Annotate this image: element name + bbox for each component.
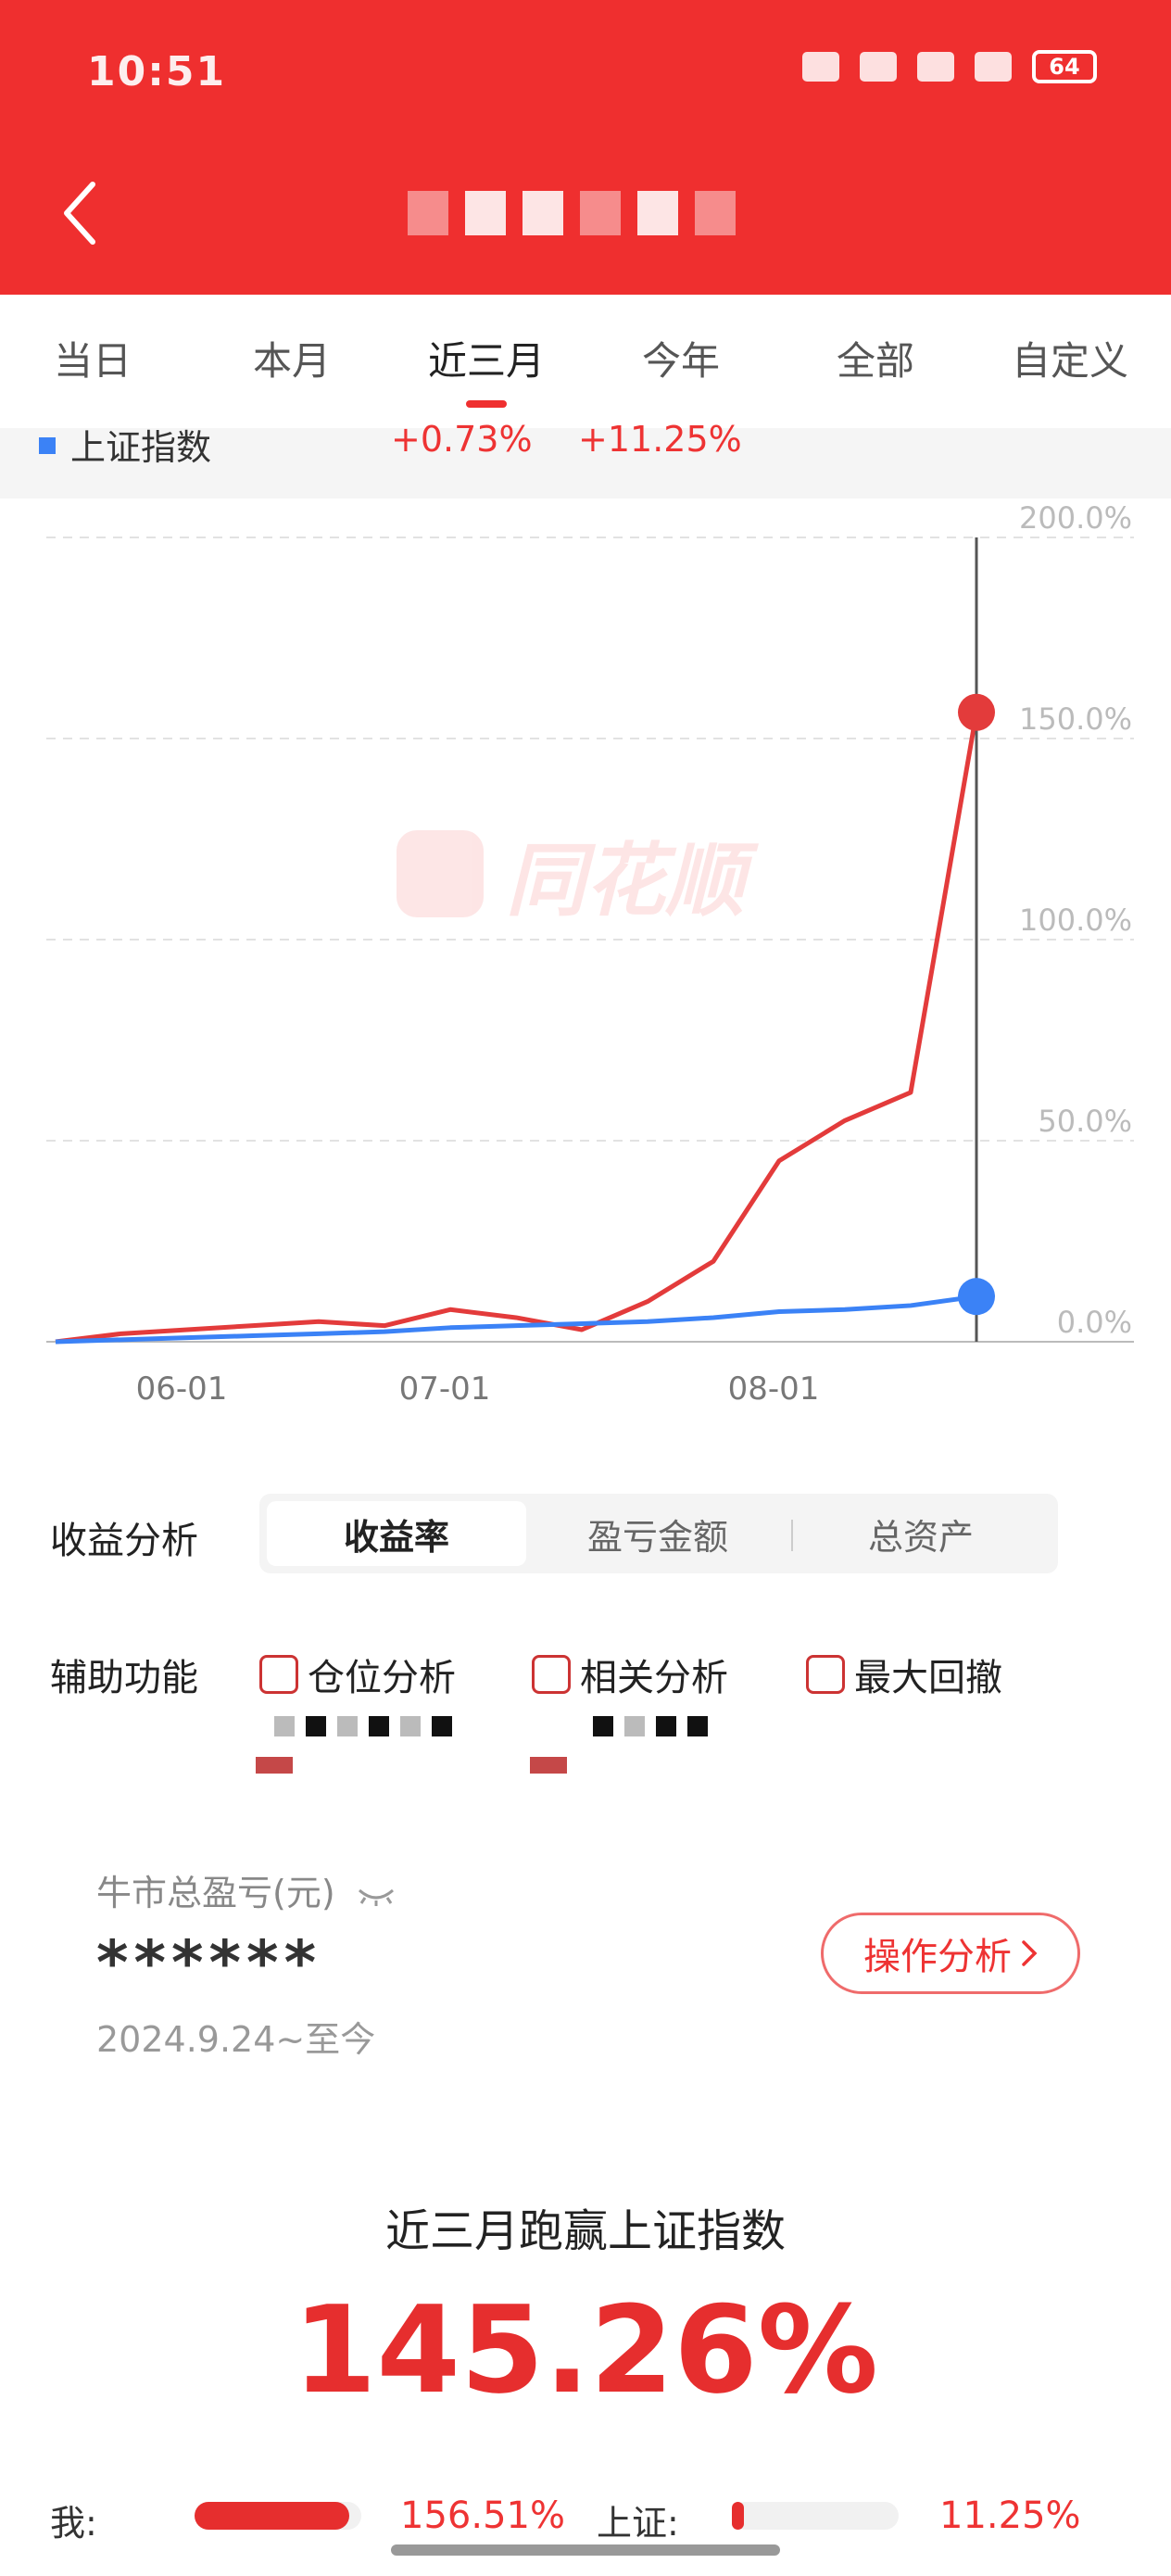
aux-option-label: 相关分析 — [580, 1657, 728, 1699]
redacted-block — [637, 191, 678, 235]
app-header: 10:51 64 — [0, 0, 1171, 295]
tab-this-year[interactable]: 今年 — [641, 338, 720, 384]
redacted-block — [580, 191, 621, 235]
tab-three-months[interactable]: 近三月 — [427, 338, 545, 384]
y-tick-label: 100.0% — [1019, 903, 1132, 938]
chart-svg[interactable]: 200.0% 150.0% 100.0% 50.0% 0.0% 06-01 07-01 08-… — [0, 500, 1171, 1408]
beat-index-value: 145.26% — [293, 2279, 878, 2420]
operation-analysis-button[interactable]: 操作分析 — [821, 1913, 1080, 1994]
series-line-mine — [55, 712, 979, 1345]
legend-value-1: +0.73% — [391, 419, 533, 460]
aux-label: 辅助功能 — [50, 1657, 198, 1699]
redacted-chip — [530, 1757, 567, 1774]
series-line-index — [55, 1294, 977, 1345]
operation-analysis-label: 操作分析 — [863, 1936, 1012, 1978]
compare-index-label: 上证: — [597, 2503, 679, 2544]
segment-pnl-amount[interactable]: 盈亏金额 — [586, 1516, 728, 1558]
y-tick-label: 150.0% — [1019, 701, 1132, 737]
checkbox[interactable] — [259, 1655, 298, 1694]
active-tab-indicator — [466, 400, 507, 408]
compare-me-fill — [195, 2502, 350, 2530]
tab-this-month[interactable]: 本月 — [252, 338, 331, 384]
watermark-text: 同花顺 — [506, 835, 745, 928]
segment-return-rate[interactable]: 收益率 — [267, 1501, 526, 1566]
aux-option-max-drawdown[interactable]: 最大回撤 — [806, 1648, 1002, 1701]
x-tick-label: 07-01 — [399, 1370, 491, 1408]
redacted-row — [593, 1716, 708, 1736]
segment-divider — [791, 1520, 793, 1551]
cursor-dot-mine — [958, 693, 995, 731]
checkbox[interactable] — [532, 1655, 571, 1694]
tab-all[interactable]: 全部 — [836, 338, 914, 384]
notification-icon — [802, 52, 839, 82]
chart-legend — [0, 428, 1171, 499]
y-tick-label: 200.0% — [1019, 500, 1132, 536]
battery-level: 64 — [1049, 54, 1080, 80]
compare-me-value: 156.51% — [400, 2494, 565, 2537]
home-indicator[interactable] — [391, 2544, 780, 2556]
y-tick-label: 0.0% — [1057, 1305, 1132, 1340]
period-tabs: 当日 本月 近三月 今年 全部 自定义 — [0, 295, 1171, 428]
compare-index-bar — [732, 2502, 899, 2530]
segment-total-assets[interactable]: 总资产 — [867, 1516, 974, 1558]
cursor-dot-index — [958, 1278, 995, 1316]
network-speed-icon — [917, 52, 954, 82]
tab-today[interactable]: 当日 — [53, 338, 132, 384]
eye-closed-icon[interactable] — [356, 1885, 397, 1907]
checkbox[interactable] — [806, 1655, 845, 1694]
aux-option-related[interactable]: 相关分析 — [532, 1648, 728, 1701]
y-tick-label: 50.0% — [1038, 1104, 1132, 1139]
tab-custom[interactable]: 自定义 — [1011, 338, 1128, 384]
legend-series-name: 上证指数 — [70, 427, 212, 468]
pnl-label-text: 牛市总盈亏(元) — [96, 1873, 335, 1913]
page-title-redacted — [408, 176, 778, 250]
compare-index-value: 11.25% — [939, 2494, 1081, 2537]
aux-option-label: 最大回撤 — [854, 1657, 1002, 1699]
signal-icon — [975, 52, 1012, 82]
x-tick-label: 08-01 — [728, 1370, 820, 1408]
redacted-block — [695, 191, 736, 235]
compare-me-label: 我: — [50, 2503, 97, 2544]
bluetooth-icon — [860, 52, 897, 82]
aux-option-position[interactable]: 仓位分析 — [259, 1648, 456, 1701]
redacted-block — [408, 191, 448, 235]
analysis-segmented-control: 收益率 盈亏金额 总资产 — [259, 1494, 1058, 1573]
legend-color-swatch — [39, 437, 56, 454]
pnl-date-range: 2024.9.24~至今 — [96, 2019, 376, 2060]
compare-me-bar — [195, 2502, 361, 2530]
chevron-left-icon — [64, 182, 95, 245]
watermark: 同花顺 — [397, 815, 745, 931]
aux-option-label: 仓位分析 — [308, 1657, 456, 1699]
status-time: 10:51 — [87, 48, 227, 95]
pnl-value-hidden: ****** — [96, 1927, 322, 1999]
legend-value-2: +11.25% — [578, 419, 742, 460]
compare-index-fill — [732, 2502, 744, 2530]
back-button[interactable] — [52, 176, 107, 250]
redacted-chip — [256, 1757, 293, 1774]
pnl-label: 牛市总盈亏(元) — [96, 1864, 397, 1915]
beat-index-title: 近三月跑赢上证指数 — [384, 2205, 786, 2257]
redacted-block — [523, 191, 563, 235]
chevron-right-icon — [1022, 1940, 1038, 1966]
status-icons: 64 — [802, 50, 1097, 83]
redacted-block — [465, 191, 506, 235]
redacted-row — [274, 1716, 452, 1736]
x-tick-label: 06-01 — [136, 1370, 228, 1408]
return-chart[interactable]: 200.0% 150.0% 100.0% 50.0% 0.0% 06-01 07-01 08-… — [0, 500, 1171, 1408]
battery-icon: 64 — [1032, 50, 1097, 83]
analysis-label: 收益分析 — [50, 1520, 198, 1562]
logo-icon — [397, 829, 484, 917]
